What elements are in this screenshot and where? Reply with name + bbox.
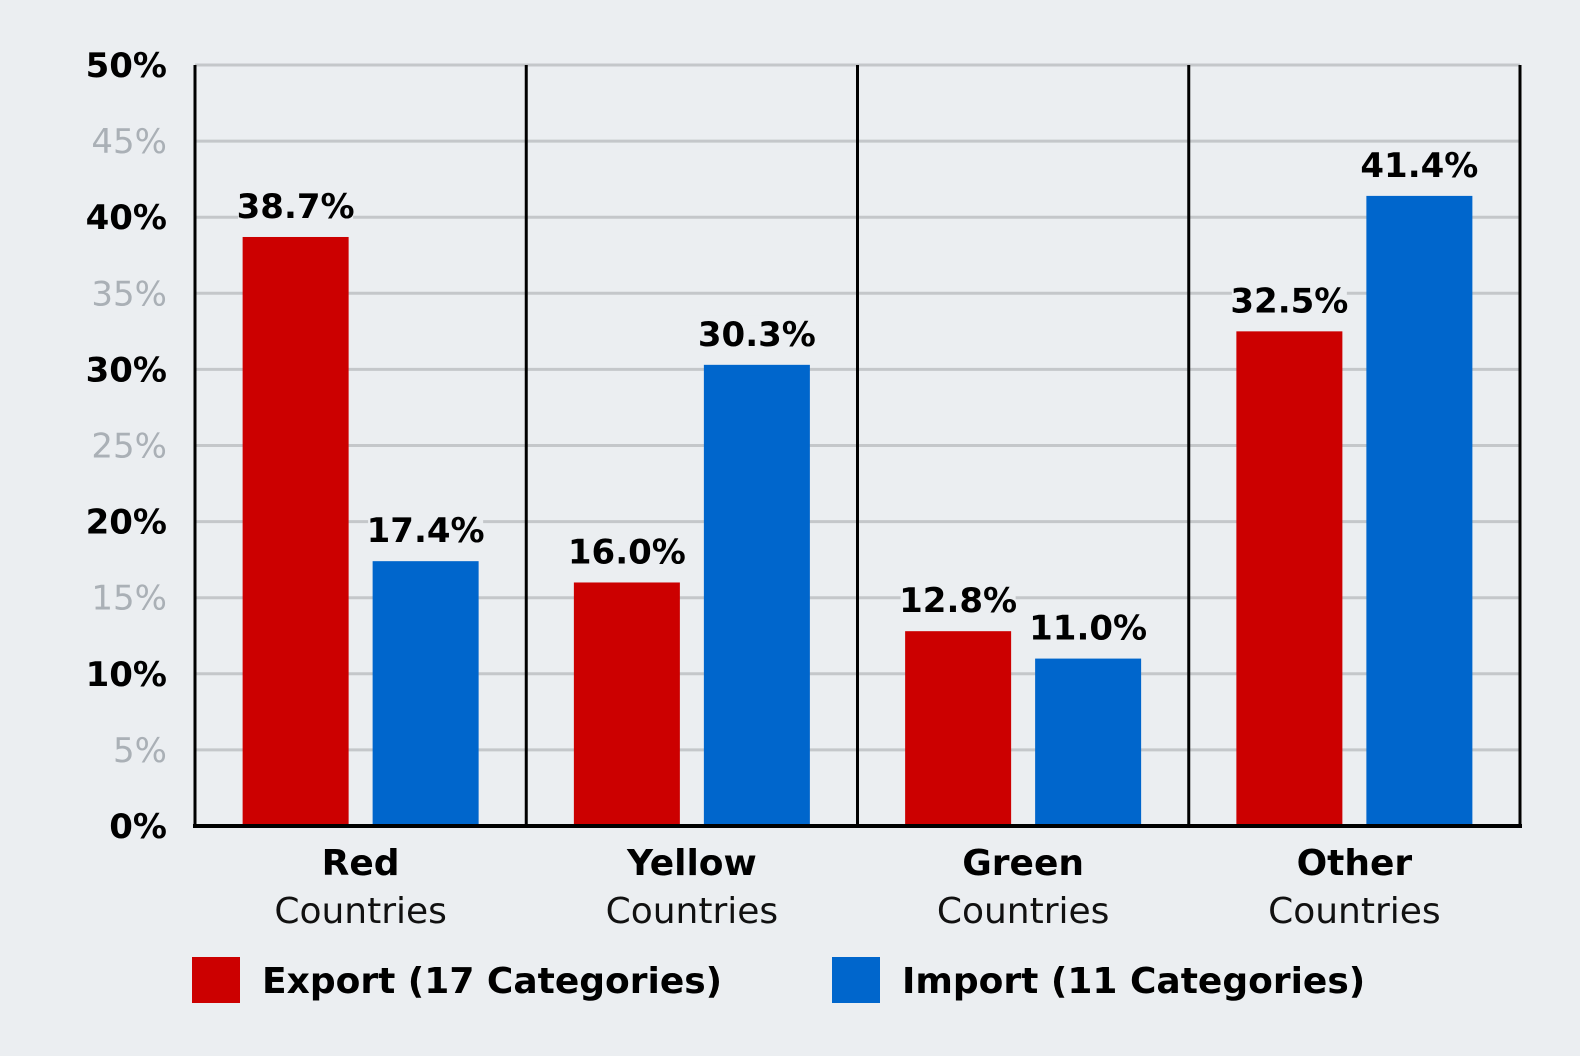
data-label: 11.0% (1029, 609, 1147, 649)
y-tick-label: 45% (91, 122, 167, 162)
category-sublabel: Countries (1268, 891, 1441, 932)
data-label-background (368, 512, 484, 553)
category-label: Green (962, 843, 1084, 884)
y-tick-label: 0% (109, 807, 167, 847)
data-label: 38.7% (237, 187, 355, 227)
bars (242, 195, 1473, 827)
export-legend-swatch (192, 957, 240, 1003)
import-bar (703, 364, 810, 826)
data-label-background (569, 533, 685, 574)
y-tick-label: 20% (86, 503, 167, 543)
y-tick-label: 5% (113, 731, 167, 771)
y-tick-label: 30% (86, 350, 167, 390)
legend-label: Export (17 Categories) (262, 961, 722, 1002)
category-sublabel: Countries (606, 891, 779, 932)
category-label: Red (322, 843, 400, 884)
legend-label: Import (11 Categories) (902, 961, 1365, 1002)
data-label: 41.4% (1360, 146, 1478, 186)
y-tick-label: 50% (86, 46, 167, 86)
x-axis-category-labels: Red Countries Yellow Countries Green Countrie… (274, 843, 1440, 932)
data-label-background (900, 582, 1016, 623)
import-bar (1366, 195, 1473, 827)
y-tick-label: 25% (91, 427, 167, 467)
data-label-background (238, 187, 354, 228)
data-label-background (1361, 146, 1477, 187)
import-legend-swatch (832, 957, 880, 1003)
data-label: 30.3% (698, 315, 816, 355)
category-sublabel: Countries (937, 891, 1110, 932)
data-label-background (699, 315, 815, 356)
import-bar (372, 561, 479, 826)
data-labels: 38.7% 17.4% 16.0% 30.3% 12.8% 11.0% 32.5% 41.4% (237, 146, 1478, 650)
export-bar (905, 631, 1012, 826)
data-label: 32.5% (1230, 281, 1348, 321)
data-label-background (1231, 282, 1347, 323)
export-bar (1236, 331, 1343, 826)
category-sublabel: Countries (274, 891, 447, 932)
data-label-background (1030, 609, 1146, 650)
y-tick-label: 15% (91, 579, 167, 619)
y-tick-label: 35% (91, 274, 167, 314)
category-separators (193, 65, 1522, 826)
y-tick-label: 40% (86, 198, 167, 238)
category-label: Other (1297, 843, 1413, 884)
y-tick-label: 10% (86, 655, 167, 695)
legend: Export (17 Categories) Import (11 Categor… (192, 957, 1365, 1003)
import-bar (1035, 658, 1142, 826)
export-bar (242, 236, 349, 827)
data-label: 16.0% (568, 532, 686, 572)
y-axis-tick-labels: 0% 5% 10% 15% 20% 25% 30% 35% 40% 45% 50% (86, 46, 167, 847)
export-bar (573, 582, 680, 826)
category-label: Yellow (626, 843, 757, 884)
data-label: 12.8% (899, 581, 1017, 621)
data-label: 17.4% (367, 511, 485, 551)
